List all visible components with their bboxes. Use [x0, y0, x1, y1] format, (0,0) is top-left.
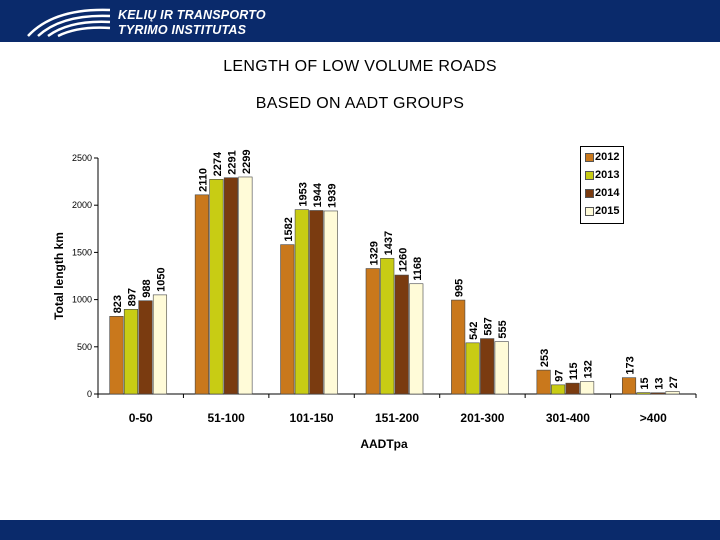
- data-label: 1582: [283, 217, 295, 241]
- bar-2015: [494, 341, 509, 395]
- y-tick-label: 1500: [72, 247, 92, 257]
- legend-swatch: [585, 153, 594, 162]
- brand-name: KELIŲ IR TRANSPORTO TYRIMO INSTITUTAS: [118, 8, 266, 38]
- brand-line-1: KELIŲ IR TRANSPORTO: [118, 8, 266, 22]
- legend-label: 2014: [595, 187, 620, 199]
- bar-2012: [451, 299, 466, 395]
- bar-2012: [109, 316, 124, 395]
- data-label: 555: [497, 320, 509, 338]
- data-label: 115: [568, 362, 580, 380]
- chart-legend: 2012 2013 2014 2015: [580, 146, 624, 224]
- data-label: 542: [468, 321, 480, 339]
- x-tick-label: 201-300: [460, 411, 504, 425]
- data-label: 995: [454, 279, 466, 297]
- data-label: 173: [625, 356, 637, 374]
- bar-2014: [565, 382, 580, 395]
- bar-2012: [194, 194, 209, 395]
- bar-2013: [123, 309, 139, 395]
- data-label: 1437: [383, 231, 395, 255]
- bar-2015: [580, 381, 595, 395]
- data-label: 1050: [155, 267, 167, 291]
- legend-label: 2013: [595, 169, 620, 181]
- data-label: 253: [539, 349, 551, 367]
- legend-swatch: [585, 207, 594, 216]
- x-tick-label: 101-150: [290, 411, 334, 425]
- bar-2014: [138, 300, 153, 395]
- y-tick-label: 500: [77, 342, 92, 352]
- y-tick-label: 2500: [72, 153, 92, 163]
- data-label: 587: [483, 317, 495, 335]
- data-label: 2299: [241, 149, 253, 173]
- legend-label: 2012: [595, 151, 620, 163]
- data-label: 1953: [297, 182, 309, 206]
- header-bar: KELIŲ IR TRANSPORTO TYRIMO INSTITUTAS: [0, 0, 720, 42]
- data-label: 1944: [312, 182, 324, 207]
- ktti-logo-icon: [27, 8, 111, 38]
- data-label: 132: [583, 360, 595, 378]
- data-label: 13: [654, 378, 666, 390]
- bar-2012: [621, 377, 637, 395]
- x-tick-label: 301-400: [546, 411, 590, 425]
- data-label: 97: [554, 370, 566, 382]
- data-label: 15: [639, 377, 651, 389]
- data-label: 897: [126, 288, 138, 306]
- x-tick-label: 51-100: [207, 411, 245, 425]
- bar-2015: [238, 176, 253, 395]
- bar-2012: [536, 369, 551, 395]
- bar-2015: [323, 210, 338, 395]
- brand-line-2: TYRIMO INSTITUTAS: [118, 23, 247, 37]
- bar-2015: [409, 283, 424, 395]
- bar-2013: [465, 342, 480, 395]
- legend-swatch: [585, 171, 594, 180]
- y-tick-label: 1000: [72, 295, 92, 305]
- y-axis-label: Total length km: [52, 232, 66, 320]
- data-label: 2274: [212, 151, 224, 176]
- bar-2012: [280, 244, 295, 395]
- y-tick-label: 2000: [72, 200, 92, 210]
- data-label: 823: [112, 295, 124, 313]
- bar-2014: [394, 274, 409, 395]
- bar-2014: [309, 210, 324, 395]
- data-label: 1329: [368, 241, 380, 265]
- legend-label: 2015: [595, 205, 620, 217]
- data-label: 988: [141, 279, 153, 297]
- data-label: 27: [668, 376, 680, 388]
- x-tick-label: 151-200: [375, 411, 419, 425]
- slide-title-line-1: LENGTH OF LOW VOLUME ROADS: [223, 58, 497, 75]
- x-tick-label: >400: [640, 411, 667, 425]
- data-label: 2291: [226, 150, 238, 174]
- bar-2014: [480, 338, 495, 395]
- bar-2015: [152, 294, 168, 395]
- legend-swatch: [585, 189, 594, 198]
- data-label: 2110: [197, 168, 209, 192]
- x-tick-label: 0-50: [129, 411, 153, 425]
- bar-2013: [380, 258, 395, 395]
- slide-title-line-2: BASED ON AADT GROUPS: [255, 95, 465, 112]
- bar-2015: [665, 391, 680, 395]
- data-label: 1260: [397, 248, 409, 272]
- bar-2013: [636, 392, 651, 395]
- data-label: 1939: [326, 183, 338, 207]
- x-axis-label: AADTpa: [360, 437, 408, 451]
- footer-bar: [0, 520, 720, 540]
- bar-2013: [209, 179, 224, 395]
- bar-2013: [551, 384, 566, 395]
- y-tick-label: 0: [87, 389, 92, 399]
- bar-2014: [223, 177, 238, 395]
- data-label: 1168: [412, 257, 424, 281]
- bar-2013: [294, 209, 309, 395]
- bar-2012: [365, 268, 380, 395]
- bar-2014: [650, 392, 666, 395]
